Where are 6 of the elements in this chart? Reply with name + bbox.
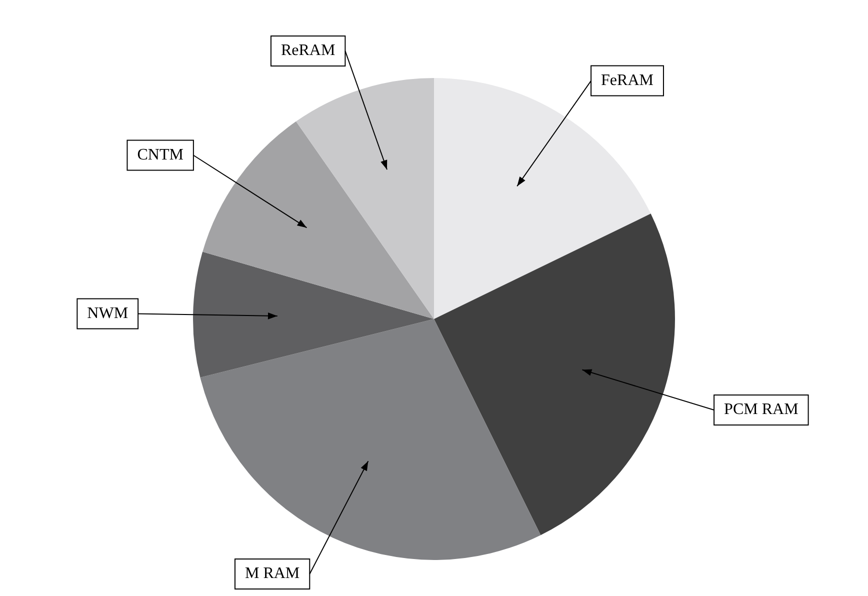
slice-label: CNTM	[137, 146, 184, 164]
slice-label: FeRAM	[601, 72, 654, 90]
slice-label: NWM	[87, 304, 128, 322]
slice-label: M RAM	[244, 565, 300, 582]
slice-label: ReRAM	[280, 42, 336, 60]
slice-label: PCM RAM	[724, 401, 798, 418]
